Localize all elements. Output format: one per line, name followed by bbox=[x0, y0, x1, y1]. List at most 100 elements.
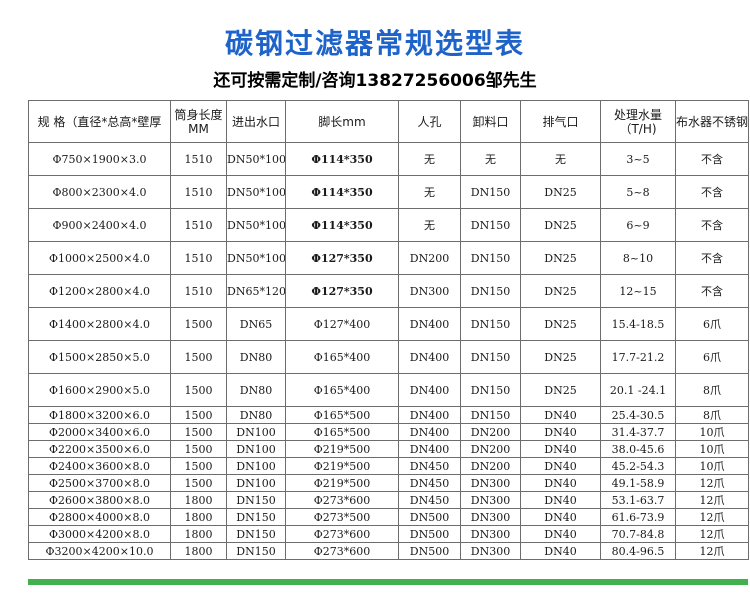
cell-body-length: 1800 bbox=[170, 525, 227, 543]
cell-discharge-port: DN300 bbox=[460, 491, 521, 509]
cell-spec: Φ2400×3600×8.0 bbox=[28, 457, 171, 475]
cell-spec: Φ1800×3200×6.0 bbox=[28, 406, 171, 424]
table-row: Φ2500×3700×8.0 1500 DN100 Φ219*500 DN450 DN30… bbox=[28, 474, 749, 492]
cell-body-length: 1800 bbox=[170, 491, 227, 509]
cell-vent-port: DN25 bbox=[520, 340, 601, 374]
cell-flow-capacity: 8~10 bbox=[600, 241, 676, 275]
cell-leg-length: Φ127*350 bbox=[285, 274, 399, 308]
cell-spec: Φ2800×4000×8.0 bbox=[28, 508, 171, 526]
table-row: Φ2000×3400×6.0 1500 DN100 Φ165*500 DN400 DN20… bbox=[28, 423, 749, 441]
contact-subtitle: 还可按需定制/咨询13827256006邹先生 bbox=[213, 71, 537, 91]
table-row: Φ1000×2500×4.0 1510 DN50*100 Φ127*350 DN200 D… bbox=[28, 241, 749, 275]
cell-vent-port: DN40 bbox=[520, 542, 601, 560]
cell-distributor: 不含 bbox=[675, 274, 749, 308]
cell-spec: Φ3000×4200×8.0 bbox=[28, 525, 171, 543]
cell-flow-capacity: 20.1 -24.1 bbox=[600, 373, 676, 407]
cell-spec: Φ2600×3800×8.0 bbox=[28, 491, 171, 509]
cell-leg-length: Φ273*600 bbox=[285, 525, 399, 543]
cell-leg-length: Φ165*500 bbox=[285, 406, 399, 424]
cell-distributor: 12爪 bbox=[675, 542, 749, 560]
cell-spec: Φ2500×3700×8.0 bbox=[28, 474, 171, 492]
table-row: Φ3200×4200×10.0 1800 DN150 Φ273*600 DN500 DN3… bbox=[28, 542, 749, 560]
cell-inlet-outlet: DN65*120 bbox=[226, 274, 286, 308]
cell-manhole: DN500 bbox=[398, 525, 461, 543]
cell-inlet-outlet: DN100 bbox=[226, 440, 286, 458]
cell-manhole: DN400 bbox=[398, 440, 461, 458]
header-spec: 规 格（直径*总高*壁厚 bbox=[28, 100, 171, 143]
table-row: Φ800×2300×4.0 1510 DN50*100 Φ114*350 无 DN150 D… bbox=[28, 175, 749, 209]
cell-body-length: 1500 bbox=[170, 440, 227, 458]
cell-manhole: 无 bbox=[398, 208, 461, 242]
cell-inlet-outlet: DN65 bbox=[226, 307, 286, 341]
cell-spec: Φ750×1900×3.0 bbox=[28, 142, 171, 176]
cell-discharge-port: DN150 bbox=[460, 241, 521, 275]
cell-flow-capacity: 17.7-21.2 bbox=[600, 340, 676, 374]
cell-discharge-port: DN300 bbox=[460, 542, 521, 560]
cell-leg-length: Φ219*500 bbox=[285, 457, 399, 475]
cell-vent-port: DN40 bbox=[520, 457, 601, 475]
table-row: Φ2600×3800×8.0 1800 DN150 Φ273*600 DN450 DN30… bbox=[28, 491, 749, 509]
cell-distributor: 8爪 bbox=[675, 406, 749, 424]
table-row: Φ1600×2900×5.0 1500 DN80 Φ165*400 DN400 DN150… bbox=[28, 373, 749, 407]
cell-distributor: 6爪 bbox=[675, 340, 749, 374]
cell-leg-length: Φ273*600 bbox=[285, 542, 399, 560]
cell-discharge-port: DN300 bbox=[460, 474, 521, 492]
cell-inlet-outlet: DN50*100 bbox=[226, 208, 286, 242]
cell-distributor: 12爪 bbox=[675, 525, 749, 543]
cell-leg-length: Φ127*350 bbox=[285, 241, 399, 275]
cell-flow-capacity: 3~5 bbox=[600, 142, 676, 176]
cell-manhole: DN400 bbox=[398, 373, 461, 407]
cell-discharge-port: DN150 bbox=[460, 175, 521, 209]
cell-body-length: 1510 bbox=[170, 274, 227, 308]
cell-discharge-port: DN150 bbox=[460, 406, 521, 424]
cell-distributor: 12爪 bbox=[675, 508, 749, 526]
cell-discharge-port: DN150 bbox=[460, 274, 521, 308]
cell-vent-port: DN40 bbox=[520, 440, 601, 458]
cell-discharge-port: DN150 bbox=[460, 208, 521, 242]
cell-distributor: 12爪 bbox=[675, 474, 749, 492]
cell-manhole: DN400 bbox=[398, 423, 461, 441]
cell-vent-port: DN40 bbox=[520, 423, 601, 441]
cell-vent-port: DN40 bbox=[520, 525, 601, 543]
cell-flow-capacity: 5~8 bbox=[600, 175, 676, 209]
cell-inlet-outlet: DN150 bbox=[226, 525, 286, 543]
cell-manhole: DN450 bbox=[398, 491, 461, 509]
cell-flow-capacity: 80.4-96.5 bbox=[600, 542, 676, 560]
cell-vent-port: DN40 bbox=[520, 508, 601, 526]
cell-leg-length: Φ219*500 bbox=[285, 474, 399, 492]
cell-body-length: 1500 bbox=[170, 406, 227, 424]
header-flow-capacity: 处理水量（T/H) bbox=[600, 100, 676, 143]
cell-flow-capacity: 70.7-84.8 bbox=[600, 525, 676, 543]
cell-vent-port: DN40 bbox=[520, 491, 601, 509]
cell-vent-port: 无 bbox=[520, 142, 601, 176]
cell-distributor: 不含 bbox=[675, 142, 749, 176]
cell-manhole: DN200 bbox=[398, 241, 461, 275]
cell-discharge-port: DN200 bbox=[460, 440, 521, 458]
cell-flow-capacity: 38.0-45.6 bbox=[600, 440, 676, 458]
table-row: Φ1200×2800×4.0 1510 DN65*120 Φ127*350 DN300 D… bbox=[28, 274, 749, 308]
cell-body-length: 1510 bbox=[170, 208, 227, 242]
cell-discharge-port: DN300 bbox=[460, 525, 521, 543]
cell-discharge-port: DN200 bbox=[460, 423, 521, 441]
cell-distributor: 8爪 bbox=[675, 373, 749, 407]
cell-leg-length: Φ165*400 bbox=[285, 340, 399, 374]
cell-flow-capacity: 61.6-73.9 bbox=[600, 508, 676, 526]
table-header-row: 规 格（直径*总高*壁厚 筒身长度MM 进出水口 脚长mm 人孔 卸料口 排气口… bbox=[28, 100, 749, 143]
cell-leg-length: Φ114*350 bbox=[285, 175, 399, 209]
cell-flow-capacity: 49.1-58.9 bbox=[600, 474, 676, 492]
cell-discharge-port: DN150 bbox=[460, 373, 521, 407]
cell-discharge-port: DN150 bbox=[460, 340, 521, 374]
header-body-length: 筒身长度MM bbox=[170, 100, 227, 143]
cell-leg-length: Φ165*500 bbox=[285, 423, 399, 441]
cell-flow-capacity: 6~9 bbox=[600, 208, 676, 242]
cell-leg-length: Φ114*350 bbox=[285, 142, 399, 176]
cell-spec: Φ800×2300×4.0 bbox=[28, 175, 171, 209]
table-row: Φ750×1900×3.0 1510 DN50*100 Φ114*350 无无无 3~5 不… bbox=[28, 142, 749, 176]
cell-manhole: DN400 bbox=[398, 406, 461, 424]
cell-body-length: 1800 bbox=[170, 542, 227, 560]
cell-flow-capacity: 12~15 bbox=[600, 274, 676, 308]
cell-manhole: DN500 bbox=[398, 542, 461, 560]
cell-body-length: 1800 bbox=[170, 508, 227, 526]
header-leg-length: 脚长mm bbox=[285, 100, 399, 143]
cell-manhole: DN300 bbox=[398, 274, 461, 308]
